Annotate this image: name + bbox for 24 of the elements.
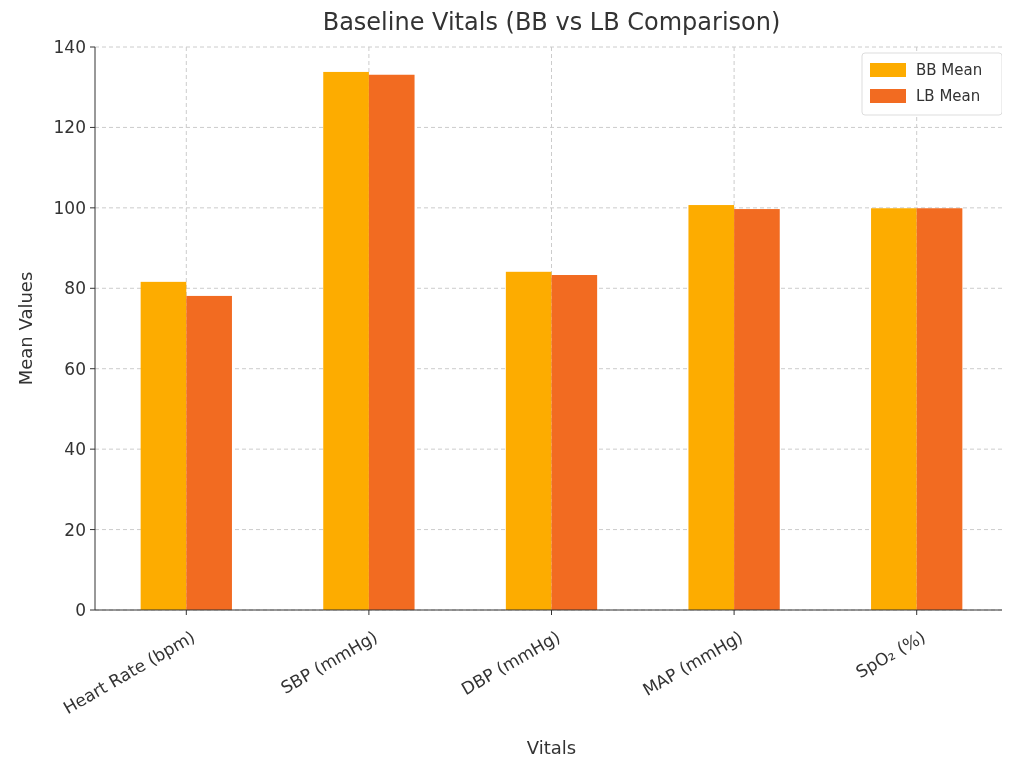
legend-label: LB Mean xyxy=(916,87,981,106)
bar xyxy=(140,281,187,610)
bar xyxy=(323,71,369,610)
x-axis-title: Vitals xyxy=(526,737,577,758)
y-tick-label: 40 xyxy=(64,439,86,460)
y-tick-label: 20 xyxy=(64,519,86,540)
y-tick-label: 120 xyxy=(53,117,86,138)
y-tick-label: 80 xyxy=(64,278,86,299)
bar xyxy=(368,74,415,610)
bar xyxy=(551,275,598,610)
bar xyxy=(688,205,735,610)
legend-label: BB Mean xyxy=(916,61,983,80)
chart-title: Baseline Vitals (BB vs LB Comparison) xyxy=(322,8,781,36)
bar xyxy=(186,295,232,610)
x-tick-label: SpO₂ (%) xyxy=(852,626,929,683)
y-tick-label: 100 xyxy=(53,197,86,218)
bar xyxy=(505,271,552,610)
bar xyxy=(871,208,917,610)
y-tick-label: 60 xyxy=(64,358,86,379)
bar xyxy=(916,208,963,610)
y-tick-label: 140 xyxy=(53,36,86,57)
y-axis-title: Mean Values xyxy=(15,271,36,386)
y-tick-label: 0 xyxy=(75,599,86,620)
bar xyxy=(734,209,780,610)
